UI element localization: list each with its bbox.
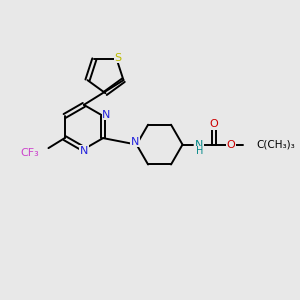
Text: H: H — [196, 146, 203, 156]
Text: O: O — [227, 140, 236, 150]
Text: CF₃: CF₃ — [20, 148, 39, 158]
Text: N: N — [102, 110, 110, 120]
Text: N: N — [195, 140, 203, 150]
Text: N: N — [131, 137, 140, 147]
Text: C(CH₃)₃: C(CH₃)₃ — [257, 140, 296, 150]
Text: O: O — [209, 119, 218, 129]
Text: N: N — [80, 146, 88, 155]
Text: S: S — [114, 53, 122, 63]
